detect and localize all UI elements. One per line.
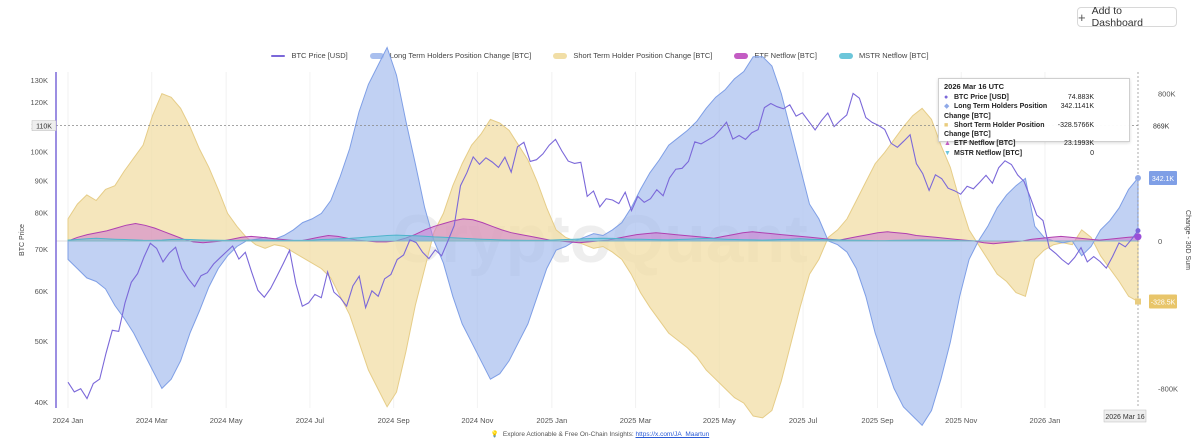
legend-item[interactable]: Short Term Holder Position Change [BTC]: [553, 51, 712, 60]
left-tick-label: 120K: [30, 98, 48, 107]
add-to-dashboard-button[interactable]: + Add to Dashboard: [1077, 5, 1177, 29]
add-to-dashboard-label: Add to Dashboard: [1091, 5, 1143, 29]
right-axis-title: Change - 30D Sum: [1184, 210, 1191, 270]
tooltip-value: -328.5766K: [1057, 121, 1094, 129]
legend-label: Long Term Holders Position Change [BTC]: [389, 51, 532, 60]
x-tick-label: 2025 May: [703, 416, 736, 425]
tooltip-row: ▼ MSTR Netflow [BTC] 0: [944, 149, 1124, 158]
right-tick-label: -800K: [1158, 384, 1178, 393]
legend-swatch: [838, 52, 853, 59]
value-badge-text: 342.1K: [1152, 176, 1175, 183]
tooltip-marker-icon: ●: [944, 94, 949, 101]
crosshair-x-badge: [1103, 409, 1147, 423]
left-tick-label: 50K: [35, 337, 48, 346]
legend-label: MSTR Netflow [BTC]: [858, 51, 929, 60]
x-tick-label: 2024 Mar: [136, 416, 168, 425]
legend-item[interactable]: BTC Price [USD]: [271, 51, 348, 60]
x-tick-label: 2025 Sep: [861, 416, 893, 425]
marker-sth: [1135, 298, 1141, 305]
legend-swatch: [271, 54, 286, 57]
tooltip-marker-icon: ◆: [944, 103, 950, 111]
left-tick-label: 60K: [35, 287, 48, 296]
value-badge: [1149, 294, 1177, 309]
x-tick-label: 2024 May: [210, 416, 243, 425]
left-tick-label: 90K: [35, 176, 48, 185]
tooltip-value: 74.883K: [1067, 94, 1094, 101]
legend-swatch: [369, 52, 384, 59]
left-tick-label: 70K: [35, 245, 48, 254]
tooltip: 2026 Mar 16 UTC ● BTC Price [USD] 74.883K ◆…: [938, 78, 1130, 157]
tooltip-value: 0: [1090, 149, 1094, 157]
x-tick-label: 2025 Mar: [620, 416, 652, 425]
legend-label: BTC Price [USD]: [291, 51, 348, 60]
left-axis-title: BTC Price: [19, 224, 26, 256]
legend-item[interactable]: ETF Netflow [BTC]: [734, 51, 817, 60]
tooltip-marker-icon: ▲: [944, 140, 951, 148]
lightbulb-icon: 💡: [490, 431, 499, 438]
marker-price: [1135, 228, 1141, 234]
tooltip-row: ▲ ETF Netflow [BTC] 23.1993K: [944, 139, 1124, 148]
tooltip-label: ETF Netflow [BTC]: [954, 140, 1016, 148]
legend-swatch: [553, 52, 568, 59]
legend-item[interactable]: MSTR Netflow [BTC]: [838, 51, 929, 60]
legend-item[interactable]: Long Term Holders Position Change [BTC]: [369, 51, 532, 60]
crosshair-x-value: 2026 Mar 16: [1105, 414, 1144, 421]
tooltip-label: Long Term Holders Position Change [BTC]: [944, 103, 1048, 120]
marker-ltr: [1135, 174, 1141, 181]
x-tick-label: 2024 Jul: [296, 416, 325, 425]
tooltip-row: ● BTC Price [USD] 74.883K: [944, 93, 1124, 102]
footer-link[interactable]: https://x.com/JA_Maartun: [635, 431, 710, 438]
tooltip-row: ◆ Long Term Holders Position Change [BTC]…: [944, 102, 1124, 121]
tooltip-value: 342.1141K: [1060, 103, 1094, 111]
tooltip-label: MSTR Netflow [BTC]: [954, 149, 1023, 157]
tooltip-label: Short Term Holder Position Change [BTC]: [944, 121, 1045, 139]
tooltip-label: BTC Price [USD]: [954, 94, 1009, 101]
left-tick-label: 40K: [35, 398, 48, 407]
x-tick-label: 2025 Nov: [945, 416, 977, 425]
crosshair-left-badge: [31, 120, 57, 131]
tooltip-marker-icon: ■: [944, 121, 949, 129]
x-tick-label: 2026 Jan: [1030, 416, 1061, 425]
x-tick-label: 2024 Jan: [53, 416, 84, 425]
price-line: [67, 92, 1139, 400]
footer: 💡 Explore Actionable & Free On-Chain Insi…: [0, 430, 1200, 438]
tooltip-row: ■ Short Term Holder Position Change [BTC]…: [944, 121, 1124, 140]
crosshair-right-value: 869K: [1153, 124, 1170, 131]
area-series: [67, 46, 1139, 427]
left-tick-label: 80K: [35, 209, 48, 218]
legend-label: ETF Netflow [BTC]: [754, 51, 817, 60]
crosshair-left-value: 110K: [36, 124, 52, 131]
tooltip-date: 2026 Mar 16 UTC: [944, 82, 1005, 91]
plus-icon: +: [1078, 9, 1086, 25]
value-badge-text: -328.5K: [1151, 300, 1176, 307]
x-tick-label: 2025 Jan: [536, 416, 567, 425]
chart-legend: BTC Price [USD] Long Term Holders Positio…: [0, 51, 1200, 60]
x-tick-label: 2024 Nov: [461, 416, 493, 425]
x-tick-label: 2025 Jul: [789, 416, 818, 425]
left-tick-label: 130K: [30, 76, 48, 85]
right-tick-label: 800K: [1158, 90, 1176, 99]
legend-swatch: [734, 52, 749, 59]
marker-etf: [1134, 233, 1142, 241]
tooltip-value: 23.1993K: [1064, 140, 1094, 148]
value-badge: [1149, 170, 1177, 185]
area-series: [67, 92, 1139, 419]
x-tick-label: 2024 Sep: [378, 416, 410, 425]
tooltip-marker-icon: ▼: [944, 149, 951, 157]
legend-label: Short Term Holder Position Change [BTC]: [573, 51, 713, 60]
footer-text: Explore Actionable & Free On-Chain Insig…: [502, 431, 636, 438]
left-tick-label: 100K: [30, 148, 48, 157]
right-tick-label: 0: [1158, 237, 1162, 246]
